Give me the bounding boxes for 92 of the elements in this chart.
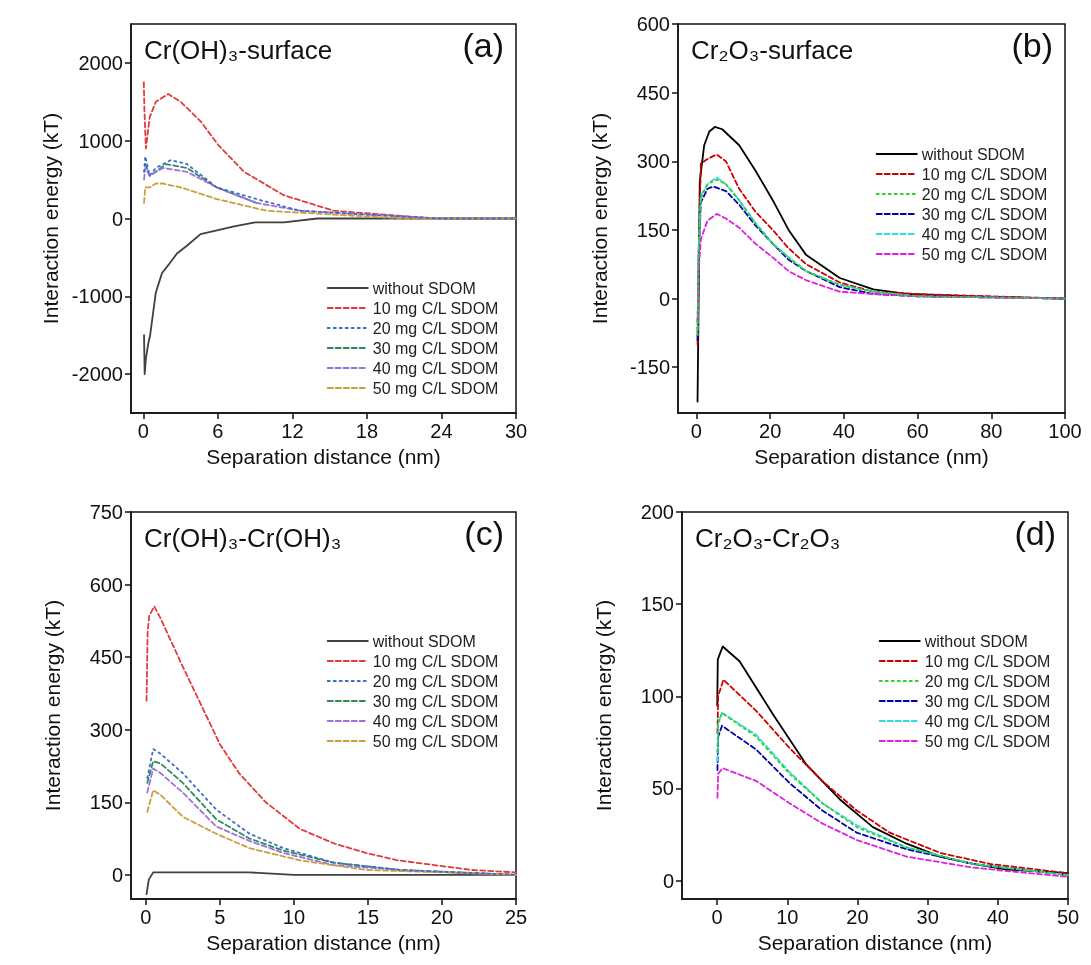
- legend-label: 50 mg C/L SDOM: [372, 379, 499, 397]
- line-series: [144, 163, 258, 204]
- x-tick-label: 18: [355, 420, 379, 442]
- x-tick-label: 20: [430, 906, 454, 928]
- x-axis-title: Separation distance (nm): [206, 444, 441, 468]
- x-tick-label: 0: [140, 906, 152, 928]
- legend-label: 20 mg C/L SDOM: [372, 319, 499, 337]
- x-tick-label: 40: [832, 420, 855, 442]
- y-axis-title: Interaction energy (kT): [41, 599, 64, 812]
- x-tick-label: 80: [980, 420, 1003, 442]
- legend-label: 50 mg C/L SDOM: [372, 732, 499, 750]
- y-tick-label: 50: [651, 777, 674, 800]
- legend-label: 50 mg C/L SDOM: [924, 732, 1051, 750]
- y-tick-label: -2000: [71, 363, 123, 386]
- y-tick-label: -1000: [71, 285, 123, 308]
- chart-title: Cr(OH)₃-Cr(OH)₃: [144, 523, 342, 553]
- legend-label: 10 mg C/L SDOM: [924, 652, 1051, 670]
- x-tick-label: 10: [776, 906, 799, 928]
- y-tick-label: 300: [636, 150, 670, 173]
- x-tick-label: 40: [986, 906, 1009, 928]
- legend-label: 10 mg C/L SDOM: [372, 652, 499, 670]
- chart-title: Cr(OH)₃-surface: [144, 35, 333, 65]
- legend-label: 10 mg C/L SDOM: [921, 165, 1048, 183]
- y-tick-label: 0: [658, 287, 670, 310]
- chart-title: Cr₂O₃-surface: [691, 35, 854, 65]
- y-tick-label: 200: [640, 501, 674, 523]
- y-tick-label: 150: [89, 791, 123, 814]
- line-series: [145, 605, 517, 874]
- y-tick-label: 0: [111, 207, 123, 230]
- y-tick-label: 150: [640, 593, 674, 616]
- annotation: (c): [464, 514, 505, 552]
- legend-label: without SDOM: [923, 632, 1028, 650]
- x-tick-label: 20: [759, 420, 782, 442]
- legend-label: without SDOM: [920, 145, 1025, 163]
- x-tick-label: 24: [430, 420, 453, 442]
- y-tick-label: 450: [636, 81, 670, 104]
- legend-label: 40 mg C/L SDOM: [372, 712, 499, 730]
- x-tick-label: 15: [356, 906, 380, 928]
- y-axis-title: Interaction energy (kT): [592, 599, 615, 812]
- x-tick-label: 6: [212, 420, 224, 442]
- annotation: (d): [1014, 514, 1057, 552]
- legend-label: 30 mg C/L SDOM: [924, 692, 1051, 710]
- x-tick-label: 100: [1048, 420, 1082, 442]
- x-tick-label: 12: [281, 420, 304, 442]
- y-tick-label: 2000: [78, 51, 123, 74]
- legend-label: 40 mg C/L SDOM: [924, 712, 1051, 730]
- x-tick-label: 25: [504, 906, 528, 928]
- y-tick-label: -150: [629, 356, 670, 379]
- x-tick-label: 0: [137, 420, 149, 442]
- legend-label: 40 mg C/L SDOM: [372, 359, 499, 377]
- y-axis-title: Interaction energy (kT): [38, 112, 62, 325]
- legend-label: 30 mg C/L SDOM: [372, 692, 499, 710]
- legend-label: 50 mg C/L SDOM: [921, 245, 1048, 263]
- y-tick-label: 450: [89, 646, 123, 669]
- annotation: (a): [462, 26, 505, 64]
- y-tick-label: 300: [89, 718, 123, 741]
- line-series: [146, 789, 517, 876]
- x-tick-label: 20: [846, 906, 869, 928]
- legend-label: 10 mg C/L SDOM: [372, 299, 499, 317]
- x-tick-label: 0: [711, 906, 723, 928]
- legend-label: 30 mg C/L SDOM: [372, 339, 499, 357]
- legend-label: 20 mg C/L SDOM: [921, 185, 1048, 203]
- line-series: [143, 167, 517, 220]
- legend-label: 30 mg C/L SDOM: [921, 205, 1048, 223]
- x-tick-label: 0: [690, 420, 702, 442]
- legend-label: without SDOM: [371, 279, 476, 297]
- x-tick-label: 5: [214, 906, 226, 928]
- y-tick-label: 100: [640, 685, 674, 708]
- annotation: (b): [1011, 26, 1054, 64]
- x-tick-label: 50: [1056, 906, 1080, 928]
- y-tick-label: 0: [662, 869, 674, 892]
- x-tick-label: 30: [916, 906, 939, 928]
- y-tick-label: 750: [89, 501, 123, 523]
- x-tick-label: 60: [906, 420, 929, 442]
- legend-label: without SDOM: [371, 632, 476, 650]
- x-axis-title: Separation distance (nm): [754, 444, 989, 468]
- legend-label: 40 mg C/L SDOM: [921, 225, 1048, 243]
- x-tick-label: 10: [282, 906, 306, 928]
- x-tick-label: 30: [504, 420, 528, 442]
- chart-title: Cr₂O₃-Cr₂O₃: [695, 523, 841, 553]
- y-tick-label: 1000: [78, 129, 123, 152]
- y-tick-label: 600: [89, 573, 123, 596]
- x-axis-title: Separation distance (nm): [757, 930, 993, 954]
- y-tick-label: 150: [636, 218, 670, 241]
- y-axis-title: Interaction energy (kT): [588, 112, 611, 325]
- legend-label: 20 mg C/L SDOM: [924, 672, 1051, 690]
- legend-label: 20 mg C/L SDOM: [372, 672, 499, 690]
- line-series: [143, 182, 517, 220]
- line-series: [716, 767, 1069, 878]
- y-tick-label: 600: [636, 13, 670, 35]
- x-axis-title: Separation distance (nm): [206, 930, 441, 954]
- y-tick-label: 0: [111, 863, 123, 886]
